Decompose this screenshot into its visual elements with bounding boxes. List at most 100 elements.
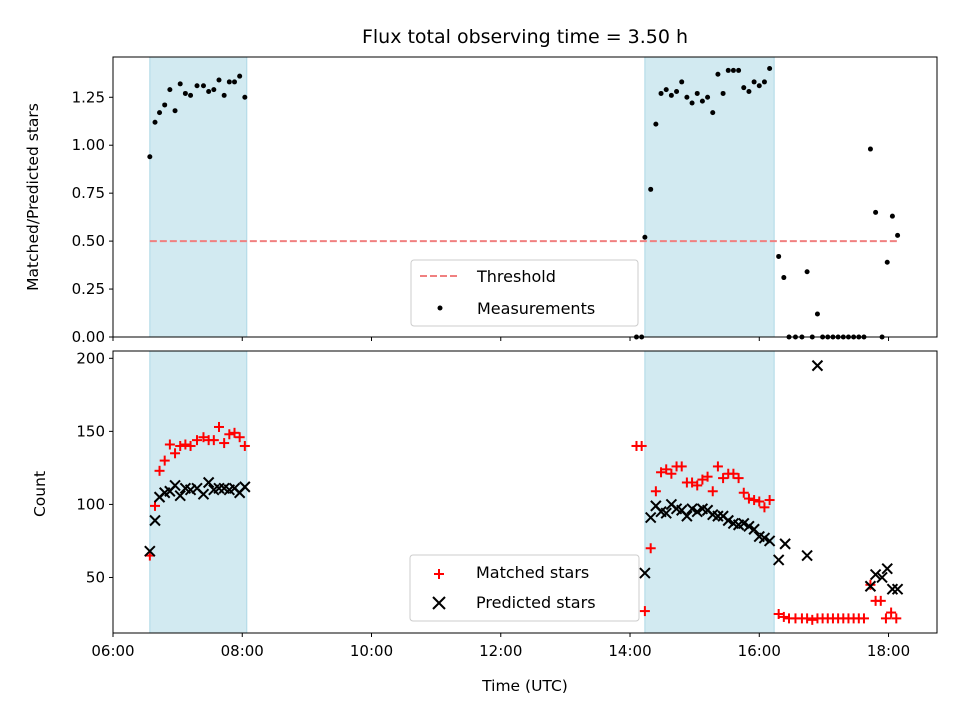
top-chart-title: Flux total observing time = 3.50 h: [362, 26, 688, 48]
matched-star-point: [802, 613, 813, 624]
measurement-point: [689, 100, 695, 106]
measurement-point: [814, 311, 820, 317]
matched-star-point: [718, 473, 729, 484]
matched-star-point: [645, 543, 656, 554]
measurement-point: [237, 73, 243, 79]
predicted-star-point: [886, 583, 899, 595]
measurement-point: [152, 119, 158, 125]
measurement-point: [206, 89, 212, 95]
matched-star-point: [891, 613, 902, 624]
matched-star-point: [728, 468, 739, 479]
matched-star-point: [858, 613, 869, 624]
matched-star-point: [702, 471, 713, 482]
matched-star-point: [656, 467, 667, 478]
measurement-point: [895, 232, 901, 238]
top-legend-box: [410, 259, 639, 327]
measurement-point: [776, 253, 782, 259]
predicted-star-point: [691, 506, 703, 518]
predicted-star-point: [869, 568, 882, 581]
matched-star-point: [764, 495, 775, 506]
matched-star-point: [185, 440, 196, 451]
measurement-point: [242, 94, 248, 100]
measurement-point: [658, 90, 664, 96]
matched-star-point: [639, 606, 650, 617]
matched-star-point: [865, 579, 876, 590]
matched-star-point: [807, 614, 818, 625]
matched-star-point: [159, 455, 170, 466]
measurement-point: [668, 92, 674, 98]
matched-star-point: [880, 613, 891, 624]
measurement-point: [736, 67, 742, 73]
matched-star-point: [875, 595, 886, 606]
matched-star-point: [754, 496, 765, 507]
predicted-star-point: [202, 476, 215, 489]
measurement-point: [674, 89, 680, 95]
bottom-x-tick-label: 10:00: [350, 642, 393, 660]
predicted-star-point: [891, 583, 904, 595]
bottom-x-tick-label: 08:00: [221, 642, 264, 660]
predicted-stars-legend-swatch: [432, 596, 446, 610]
measurement-point: [194, 83, 200, 89]
measurement-point: [699, 98, 705, 104]
matched-star-point: [219, 438, 230, 449]
measurement-point: [889, 213, 895, 219]
matched-star-point: [175, 440, 186, 451]
matched-star-point: [886, 607, 897, 618]
bottom-legend-box: [409, 554, 640, 622]
measurement-point: [216, 77, 222, 83]
bottom-x-axis-label: Time (UTC): [481, 677, 568, 695]
predicted-star-point: [712, 510, 724, 522]
measurement-point: [162, 102, 168, 108]
matched-star-point: [213, 421, 224, 432]
bottom-legend: Matched stars Predicted stars: [409, 554, 640, 622]
bottom-x-tick-label: 12:00: [479, 642, 522, 660]
predicted-star-point: [169, 479, 181, 492]
measurement-point: [746, 89, 752, 95]
bottom-y-axis-label: Count: [31, 471, 49, 517]
measurement-point: [653, 121, 659, 127]
bottom-y-tick-label: 50: [86, 568, 105, 586]
matched-star-point: [749, 495, 760, 506]
top-y-tick-label: 0.25: [72, 280, 105, 298]
bottom-y-tick-label: 150: [76, 422, 105, 440]
top-y-axis-label: Matched/Predicted stars: [24, 103, 42, 291]
matched-star-point: [778, 611, 789, 622]
matched-star-point: [692, 480, 703, 491]
bottom-count-points: [144, 359, 904, 625]
measurement-point: [781, 275, 787, 281]
measurement-point: [761, 79, 767, 85]
predicted-star-point: [239, 481, 251, 493]
measurement-point: [684, 94, 690, 100]
measurement-point: [705, 94, 711, 100]
bottom-plot-frame: [112, 350, 938, 634]
predicted-star-point: [149, 514, 161, 527]
measurement-point: [867, 146, 873, 152]
predicted-star-point: [722, 514, 734, 527]
predicted-star-point: [772, 554, 785, 566]
predicted-star-point: [681, 510, 693, 522]
top-y-tick-label: 1.25: [72, 88, 105, 106]
bottom-x-axis-ticks: 06:00 08:00 10:00 12:00 14:00 16:00 18:00: [91, 633, 910, 660]
matched-star-point: [224, 429, 235, 440]
measurement-point: [756, 83, 762, 89]
measurement-point: [167, 87, 173, 93]
predicted-star-point: [763, 535, 776, 547]
measurement-point: [725, 67, 731, 73]
bottom-y-tick-label: 200: [76, 349, 105, 367]
predicted-star-point: [876, 571, 888, 584]
measurement-point: [873, 209, 879, 215]
matched-star-point: [773, 609, 784, 620]
bottom-y-axis-ticks: 50 100 150 200: [76, 349, 113, 586]
measurement-point: [720, 90, 726, 96]
matched-star-point: [733, 473, 744, 484]
matched-star-point: [738, 487, 749, 498]
predicted-star-point: [639, 567, 651, 579]
matched-star-point: [154, 465, 165, 476]
matched-star-point: [707, 486, 718, 497]
top-measurement-points: [147, 66, 901, 340]
predicted-star-point: [811, 359, 824, 372]
top-panel: 0.00 0.25 0.50 0.75 1.00 1.25 Flux total obse…: [24, 26, 938, 346]
matched-star-point: [666, 468, 677, 479]
measurements-legend-label: Measurements: [477, 299, 595, 318]
